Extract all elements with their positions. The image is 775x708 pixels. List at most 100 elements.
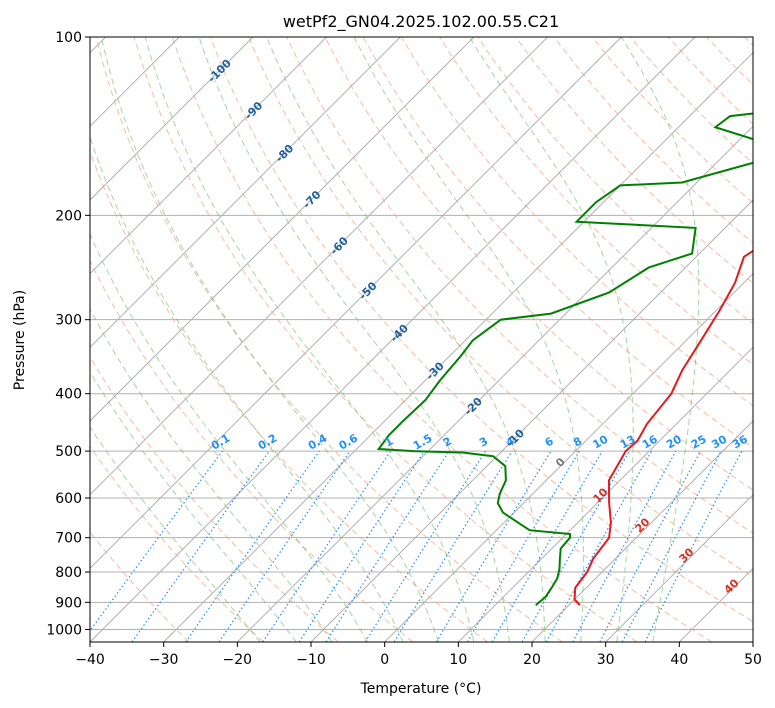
mixing-ratio-line <box>218 450 351 642</box>
moist-adiabat <box>90 232 369 642</box>
moist-adiabat <box>90 308 333 642</box>
dry-adiabat <box>515 37 753 284</box>
moist-adiabat <box>620 37 700 642</box>
mixing-ratio-line <box>325 450 450 642</box>
isotherm <box>457 346 753 642</box>
dry-adiabat <box>286 37 753 534</box>
moist-adiabat <box>90 370 297 642</box>
moist-adiabat <box>90 135 404 642</box>
thetae-label: 30 <box>677 545 697 565</box>
y-tick-label: 400 <box>55 387 82 403</box>
moist-adiabat <box>90 426 261 642</box>
dry-adiabat <box>744 37 753 47</box>
x-tick-label: 10 <box>449 652 467 668</box>
moist-adiabat <box>198 37 510 642</box>
x-tick-label: −40 <box>75 652 105 668</box>
dry-adiabat <box>90 259 414 642</box>
x-tick-label: 30 <box>597 652 615 668</box>
mixing-ratio-line <box>262 450 392 642</box>
x-tick-label: 50 <box>744 652 762 668</box>
mixing-ratio-label: 20 <box>664 432 684 451</box>
dry-adiabat <box>171 37 712 642</box>
mixing-ratio-label: 0.1 <box>209 432 232 453</box>
mixing-ratio-line <box>435 450 552 642</box>
mixing-ratio-label: 8 <box>571 435 584 450</box>
mixing-ratio-label: 30 <box>709 432 729 451</box>
mixing-ratio-line <box>521 450 631 642</box>
isotherm <box>90 37 475 422</box>
thetae-label: 10 <box>591 485 611 505</box>
x-tick-label: 20 <box>523 652 541 668</box>
isotherm <box>90 37 622 570</box>
isotherm-label: -100 <box>205 56 234 85</box>
thetae-label: 20 <box>633 515 653 535</box>
y-tick-label: 700 <box>55 531 82 547</box>
temperature-line <box>573 249 753 606</box>
isotherm <box>384 272 753 642</box>
isotherm <box>90 37 254 201</box>
mixing-ratio-label: 36 <box>730 432 750 451</box>
mixing-ratio-line <box>545 450 653 642</box>
dry-adiabat <box>248 37 753 578</box>
moist-adiabat <box>469 37 634 642</box>
mixing-ratio-line <box>90 450 223 632</box>
mixing-ratio-label: 1 <box>382 435 395 450</box>
mixing-ratio-line <box>298 450 425 642</box>
thetae-label: 0 <box>553 455 568 470</box>
mixing-ratio-label: 3 <box>477 435 490 450</box>
thetae-label: 40 <box>722 576 742 596</box>
y-tick-label: 600 <box>55 491 82 507</box>
moist-adiabat <box>353 37 584 642</box>
mixing-ratio-line <box>572 450 677 642</box>
moist-adiabat <box>144 37 475 642</box>
x-tick-label: −30 <box>149 652 179 668</box>
dry-adiabat <box>553 37 753 244</box>
y-tick-label: 900 <box>55 595 82 611</box>
isotherm <box>90 37 328 275</box>
y-axis-label: Pressure (hPa) <box>12 290 28 390</box>
mixing-ratio-label: 1.5 <box>411 432 434 453</box>
isotherm <box>90 37 549 496</box>
x-tick-label: 0 <box>380 652 389 668</box>
isotherm <box>90 37 401 349</box>
dewpoint-line <box>376 112 753 606</box>
isotherm-label: -80 <box>273 142 296 165</box>
dry-adiabat <box>90 531 190 642</box>
mixing-ratio-line <box>644 450 743 642</box>
x-tick-label: 40 <box>670 652 688 668</box>
mixing-ratio-label: 6 <box>543 434 556 449</box>
isotherm <box>163 51 753 642</box>
chart-title: wetPf2_GN04.2025.102.00.55.C21 <box>283 12 559 32</box>
dry-adiabat <box>133 37 638 642</box>
mixing-ratio-line <box>364 450 486 642</box>
dry-adiabat <box>90 445 264 642</box>
y-tick-label: 200 <box>55 208 82 224</box>
y-tick-label: 1000 <box>46 622 82 638</box>
isotherm <box>531 420 753 642</box>
dry-adiabat <box>324 37 753 491</box>
x-axis-label: Temperature (°C) <box>360 681 482 697</box>
isotherm <box>678 567 753 642</box>
dry-adiabat <box>90 356 339 642</box>
x-tick-label: −20 <box>223 652 253 668</box>
isotherm <box>752 641 753 642</box>
dry-adiabat <box>95 37 563 642</box>
mixing-ratio-label: 16 <box>640 432 660 451</box>
isotherm <box>236 125 753 642</box>
mixing-ratio-line <box>393 450 513 642</box>
dry-adiabat <box>210 37 753 623</box>
moist-adiabat <box>100 37 439 642</box>
plot-frame <box>89 36 754 643</box>
y-tick-label: 100 <box>55 30 82 46</box>
mixing-ratio-label: 10 <box>590 432 610 451</box>
isotherm <box>310 199 753 642</box>
mixing-ratio-label: 25 <box>689 433 709 452</box>
mixing-ratio-label: 13 <box>618 433 638 452</box>
y-tick-label: 300 <box>55 313 82 329</box>
y-tick-label: 800 <box>55 565 82 581</box>
mixing-ratio-line <box>131 450 270 642</box>
mixing-ratio-line <box>185 450 320 642</box>
y-tick-label: 500 <box>55 444 82 460</box>
x-tick-label: −10 <box>296 652 326 668</box>
